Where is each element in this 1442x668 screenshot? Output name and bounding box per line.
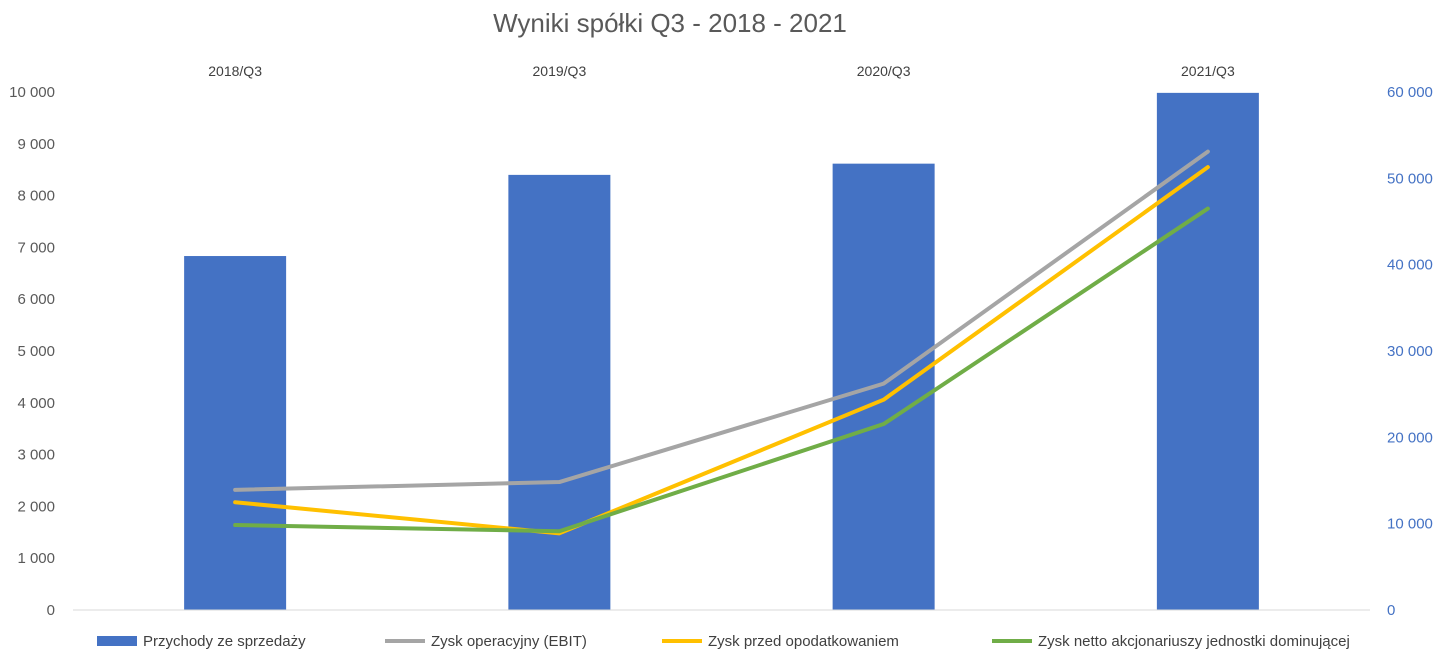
legend-item[interactable]: Zysk przed opodatkowaniem	[662, 633, 899, 650]
category-label: 2019/Q3	[533, 63, 587, 79]
left-tick-label: 9 000	[17, 136, 55, 153]
left-tick-label: 4 000	[17, 395, 55, 412]
category-label: 2020/Q3	[857, 63, 911, 79]
bar	[1156, 92, 1259, 610]
legend-label: Zysk operacyjny (EBIT)	[431, 633, 587, 650]
left-axis-ticks: 0 1 000 2 000 3 000 4 000 5 000 6 000 7 000 8 00…	[9, 84, 55, 619]
left-tick-label: 7 000	[17, 239, 55, 256]
right-axis-ticks: 0 10 000 20 000 30 000 40 000 50 000 60 000	[1387, 84, 1433, 619]
left-tick-label: 10 000	[9, 84, 55, 101]
series-line-zysk-operacyjny-ebit-	[233, 149, 1210, 492]
category-labels: 2018/Q3 2019/Q3 2020/Q3 2021/Q3	[208, 63, 1235, 79]
legend-label: Zysk przed opodatkowaniem	[708, 633, 899, 650]
legend-label: Przychody ze sprzedaży	[143, 633, 306, 650]
chart-title: Wyniki spółki Q3 - 2018 - 2021	[493, 8, 847, 38]
legend-swatch	[97, 636, 137, 646]
legend-label: Zysk netto akcjonariuszy jednostki domin…	[1038, 633, 1350, 650]
left-tick-label: 0	[47, 602, 55, 619]
right-tick-label: 20 000	[1387, 429, 1433, 446]
category-label: 2018/Q3	[208, 63, 262, 79]
legend-item[interactable]: Zysk operacyjny (EBIT)	[385, 633, 587, 650]
left-tick-label: 8 000	[17, 188, 55, 205]
right-tick-label: 60 000	[1387, 84, 1433, 101]
left-tick-label: 3 000	[17, 447, 55, 464]
legend[interactable]: Przychody ze sprzedaży Zysk operacyjny (E…	[97, 633, 1350, 650]
right-tick-label: 0	[1387, 602, 1395, 619]
left-tick-label: 5 000	[17, 343, 55, 360]
bar	[508, 174, 611, 610]
series-line-zysk-netto-akcjonariuszy-jednostki-dominuj-cej	[233, 206, 1210, 534]
category-label: 2021/Q3	[1181, 63, 1235, 79]
right-tick-label: 50 000	[1387, 170, 1433, 187]
left-tick-label: 1 000	[17, 550, 55, 567]
series-line-zysk-przed-opodatkowaniem	[233, 165, 1210, 536]
legend-item[interactable]: Przychody ze sprzedaży	[97, 633, 306, 650]
bar	[832, 163, 935, 610]
left-tick-label: 2 000	[17, 498, 55, 515]
bar-group	[184, 92, 1259, 610]
legend-item[interactable]: Zysk netto akcjonariuszy jednostki domin…	[992, 633, 1350, 650]
bar	[184, 256, 287, 610]
right-tick-label: 10 000	[1387, 516, 1433, 533]
line-group	[233, 149, 1210, 536]
left-tick-label: 6 000	[17, 291, 55, 308]
right-tick-label: 30 000	[1387, 343, 1433, 360]
right-tick-label: 40 000	[1387, 257, 1433, 274]
